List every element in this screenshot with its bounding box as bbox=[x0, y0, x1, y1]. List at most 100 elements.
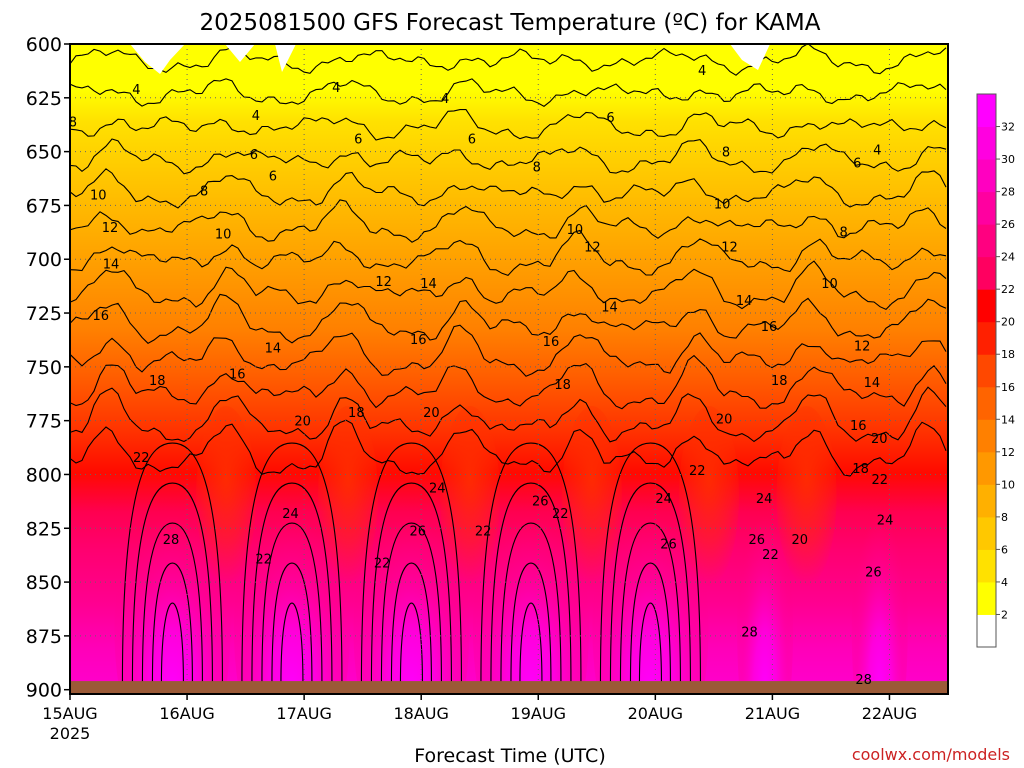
contour-label: 18 bbox=[554, 378, 571, 393]
isotherm-dome bbox=[638, 602, 663, 684]
contour-label: 16 bbox=[761, 320, 778, 335]
x-tick-label: 19AUG bbox=[511, 704, 566, 723]
isotherm-dome bbox=[629, 562, 672, 684]
contour-label: 8 bbox=[839, 225, 847, 240]
credit-text: coolwx.com/models bbox=[852, 745, 1010, 764]
isotherm-dome bbox=[390, 562, 432, 684]
contour-label: 26 bbox=[660, 537, 677, 552]
ground-surface bbox=[70, 681, 948, 694]
cool-trough bbox=[678, 405, 739, 586]
contour-label: 10 bbox=[714, 197, 731, 212]
isotherm-dome bbox=[241, 442, 343, 684]
isotherm-dome bbox=[609, 482, 692, 684]
x-tick-label: 15AUG bbox=[42, 704, 97, 723]
x-tick-label: 16AUG bbox=[159, 704, 214, 723]
x-tick-sublabel: 2025 bbox=[50, 724, 91, 743]
contour-label: 16 bbox=[543, 335, 560, 350]
colorbar-label: 24 bbox=[1001, 251, 1015, 264]
isotherm-dome bbox=[490, 482, 572, 684]
isotherm-dome bbox=[251, 482, 333, 684]
isotherm bbox=[70, 44, 947, 76]
y-tick-label: 800 bbox=[26, 464, 62, 486]
y-axis: 600 625 650 675 700 725 750 775 800 825 850 875 900 bbox=[26, 34, 70, 702]
isotherm bbox=[70, 229, 947, 277]
contour-label: 16 bbox=[410, 333, 427, 348]
contour-label: 22 bbox=[871, 473, 888, 488]
x-tick-label: 17AUG bbox=[276, 704, 331, 723]
contour-label: 8 bbox=[722, 146, 730, 161]
isotherm-dome bbox=[599, 442, 702, 684]
colorbar-label: 16 bbox=[1001, 381, 1015, 394]
contour-label: 22 bbox=[689, 464, 706, 479]
contour-label: 10 bbox=[215, 227, 232, 242]
colorbar-label: 4 bbox=[1001, 576, 1008, 589]
y-tick-label: 850 bbox=[26, 572, 62, 594]
isotherm bbox=[70, 354, 947, 410]
contour-label: 6 bbox=[354, 133, 362, 148]
colorbar-swatch bbox=[977, 354, 996, 388]
colorbar-swatch bbox=[977, 224, 996, 258]
isotherm bbox=[70, 138, 947, 175]
chart-title: 2025081500 GFS Forecast Temperature (ºC)… bbox=[200, 10, 821, 36]
contour-label: 6 bbox=[853, 156, 861, 171]
contour-label: 10 bbox=[567, 223, 584, 238]
contour-label: 24 bbox=[756, 492, 773, 507]
contour-label: 12 bbox=[721, 240, 738, 255]
colorbar-swatch bbox=[977, 191, 996, 225]
contour-label: 16 bbox=[850, 419, 867, 434]
isotherm-dome bbox=[160, 602, 184, 684]
gridlines bbox=[70, 44, 948, 694]
colorbar-label: 30 bbox=[1001, 153, 1015, 166]
missing-data-region bbox=[90, 44, 770, 74]
cool-trough bbox=[776, 405, 837, 586]
contour-label: 22 bbox=[133, 451, 150, 466]
colorbar-label: 12 bbox=[1001, 446, 1015, 459]
contour-label: 4 bbox=[252, 109, 260, 124]
contour-label: 24 bbox=[877, 514, 894, 529]
isotherm-dome bbox=[261, 522, 323, 684]
contour-label: 20 bbox=[716, 413, 733, 428]
contour-label: 22 bbox=[762, 548, 779, 563]
contour-label: 28 bbox=[741, 626, 758, 641]
contour-label: 26 bbox=[749, 533, 766, 548]
x-tick-label: 20AUG bbox=[628, 704, 683, 723]
isotherm-dome bbox=[519, 602, 543, 684]
isotherm-dome bbox=[510, 562, 552, 684]
x-tick-label: 22AUG bbox=[862, 704, 917, 723]
contour-label: 4 bbox=[332, 81, 340, 96]
contour-label: 14 bbox=[103, 258, 120, 273]
contour-label: 16 bbox=[229, 367, 246, 382]
y-tick-label: 675 bbox=[26, 195, 62, 217]
warm-core bbox=[851, 479, 908, 694]
colorbar-swatch bbox=[977, 581, 996, 615]
isotherm-dome bbox=[280, 602, 304, 684]
colorbar-label: 6 bbox=[1001, 543, 1008, 556]
colorbar-swatch bbox=[977, 289, 996, 323]
colorbar-swatch bbox=[977, 549, 996, 583]
colorbar-frame bbox=[976, 93, 997, 648]
colorbar-label: 26 bbox=[1001, 218, 1015, 231]
isotherm-dome bbox=[619, 522, 682, 684]
isotherm bbox=[70, 260, 947, 311]
y-tick-label: 700 bbox=[26, 249, 62, 271]
contour-label: 8 bbox=[533, 161, 541, 176]
colorbar-swatch bbox=[977, 321, 996, 355]
y-tick-label: 775 bbox=[26, 411, 62, 433]
isotherm-dome bbox=[131, 482, 213, 684]
contour-label: 20 bbox=[294, 415, 311, 430]
colorbar-label: 8 bbox=[1001, 511, 1008, 524]
contour-label: 18 bbox=[149, 374, 166, 389]
contour-label: 4 bbox=[698, 64, 706, 79]
isotherm-dome bbox=[480, 442, 582, 684]
contour-label: 28 bbox=[163, 533, 180, 548]
contour-label: 6 bbox=[250, 148, 258, 163]
colorbar-label: 18 bbox=[1001, 348, 1015, 361]
isotherm-dome bbox=[370, 482, 452, 684]
isotherm-dome bbox=[121, 442, 223, 684]
x-tick-label: 21AUG bbox=[745, 704, 800, 723]
x-axis-label: Forecast Time (UTC) bbox=[414, 745, 605, 767]
colorbar-swatch bbox=[977, 159, 996, 193]
